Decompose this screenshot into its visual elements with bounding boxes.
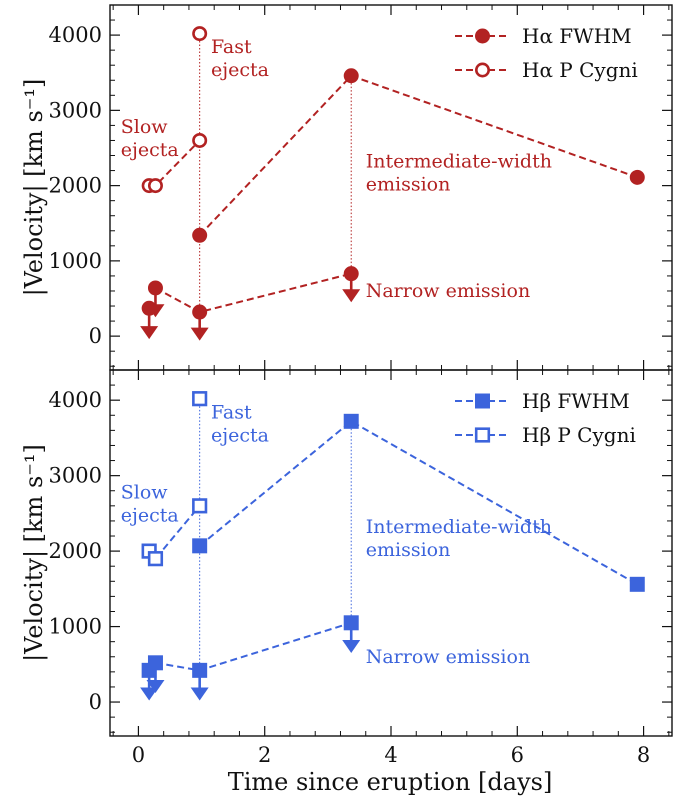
annotation-line: emission [366,174,451,196]
series-line [155,621,352,672]
y-tick-label: 2000 [49,174,102,198]
data-point [192,132,208,148]
data-point [192,26,208,42]
annotation: Intermediate-width emission [366,516,552,561]
annotation: Slow ejecta [121,481,179,526]
series-line [154,272,352,314]
legend-marker [475,28,490,44]
data-point [629,169,645,185]
data-point [192,304,208,320]
annotation-line: emission [366,539,451,561]
y-tick-label: 3000 [49,98,102,122]
annotation: Fast ejecta [211,401,269,446]
data-point [629,576,645,592]
annotation-line: Intermediate-width [366,516,552,538]
x-tick-label: 8 [637,743,650,767]
legend-marker [474,62,490,78]
y-axis-title: |Velocity| [km s⁻¹] [20,444,49,662]
panel-hbeta: 0 1000 2000 3000 4000 |Velocity| [km s⁻¹] Fast… [20,369,673,737]
annotation-line: Intermediate-width [366,151,552,173]
upper-limit-arrowhead [190,327,209,341]
annotation-line: Fast [211,401,252,423]
y-tick-label: 0 [89,324,102,348]
legend-marker [474,427,491,443]
x-tick-label: 2 [258,743,271,767]
annotation: Narrow emission [366,646,530,668]
annotation-line: ejecta [211,424,269,446]
annotation-line: ejecta [121,139,179,161]
legend-label: Hα FWHM [522,24,632,48]
upper-limit-arrowhead [140,326,159,340]
legend-marker [475,393,490,409]
upper-limit-arrowhead [146,679,165,693]
panel-halpha: 0 1000 2000 3000 4000 |Velocity| [km s⁻¹] Fast… [20,4,673,371]
annotation-line: Narrow emission [366,280,530,302]
annotation-line: ejecta [121,504,179,526]
annotation: Narrow emission [366,280,530,302]
data-point [192,538,208,554]
y-tick-label: 3000 [49,464,102,488]
upper-limit-arrowhead [190,687,209,701]
upper-limit-arrowhead [342,289,361,303]
annotation-line: Slow [121,481,169,503]
data-point [343,615,359,631]
annotation: Fast ejecta [211,36,269,81]
y-tick-label: 2000 [49,539,102,563]
upper-limit-arrowhead [140,687,159,701]
x-axis-title: Time since eruption [days] [228,768,553,796]
data-point [343,413,359,429]
annotation: Intermediate-width emission [366,151,552,196]
legend-label: Hβ P Cygni [522,423,636,447]
y-tick-label: 4000 [49,388,102,412]
y-tick-label: 0 [89,690,102,714]
data-point [192,227,208,243]
data-point [343,266,359,282]
data-point [343,68,359,84]
y-tick-label: 1000 [49,615,102,639]
y-tick-label: 1000 [49,249,102,273]
y-axis-title: |Velocity| [km s⁻¹] [20,79,49,297]
data-point [192,662,208,678]
x-tick-label: 4 [384,743,397,767]
annotation-line: Fast [211,36,252,58]
upper-limit-arrowhead [342,639,361,653]
data-point [147,551,164,567]
legend-label: Hβ FWHM [522,389,630,413]
annotation-line: Narrow emission [366,646,530,668]
data-point [147,280,163,296]
data-point [192,498,208,514]
annotation-line: ejecta [211,59,269,81]
data-point [192,391,208,407]
x-tick-label: 0 [132,743,145,767]
y-tick-label: 4000 [49,23,102,47]
x-tick-label: 6 [511,743,524,767]
annotation-line: Slow [121,116,169,138]
annotation: Slow ejecta [121,116,179,161]
legend-label: Hα P Cygni [522,58,638,82]
data-point [141,662,157,678]
data-point [147,178,163,194]
data-point [141,300,157,316]
